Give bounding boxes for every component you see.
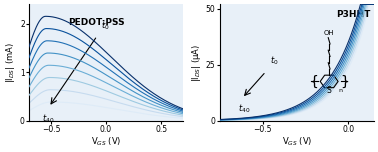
Text: $t_0$: $t_0$ [101,20,109,32]
Y-axis label: |I$_{DS}$| (mA): |I$_{DS}$| (mA) [4,42,17,83]
Text: PEDOT:PSS: PEDOT:PSS [68,18,124,27]
X-axis label: V$_{GS}$ (V): V$_{GS}$ (V) [282,135,312,148]
Y-axis label: |I$_{DS}$| (μA): |I$_{DS}$| (μA) [190,43,203,82]
X-axis label: V$_{GS}$ (V): V$_{GS}$ (V) [91,135,121,148]
Text: $t_{40}$: $t_{40}$ [238,103,250,115]
Text: P3HHT: P3HHT [336,10,371,19]
Text: $t_{40}$: $t_{40}$ [42,112,54,124]
Text: $t_0$: $t_0$ [270,54,279,67]
